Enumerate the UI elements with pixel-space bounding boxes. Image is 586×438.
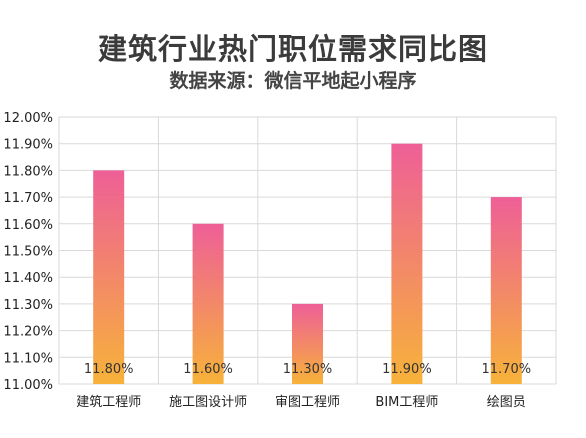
- y-tick-label: 12.00%: [3, 111, 53, 126]
- chart-title: 建筑行业热门职位需求同比图: [97, 32, 488, 66]
- y-tick-label: 11.50%: [3, 245, 53, 260]
- y-tick-label: 11.60%: [3, 218, 53, 233]
- bar: [490, 197, 522, 384]
- x-tick-label: 绘图员: [487, 395, 526, 410]
- y-tick-label: 11.80%: [3, 164, 53, 179]
- data-label: 11.90%: [382, 362, 432, 377]
- bar: [192, 223, 224, 384]
- bar: [292, 303, 323, 384]
- bar: [391, 143, 423, 384]
- y-tick-label: 11.10%: [3, 351, 53, 366]
- y-tick-label: 11.00%: [3, 378, 53, 393]
- y-tick-label: 11.20%: [3, 325, 53, 340]
- data-label: 11.80%: [84, 362, 134, 377]
- x-tick-label: 建筑工程师: [76, 394, 141, 410]
- x-tick-label: 审图工程师: [275, 395, 340, 410]
- x-tick-label: 施工图设计师: [169, 395, 247, 410]
- y-tick-label: 11.40%: [3, 271, 53, 286]
- y-tick-label: 11.70%: [3, 191, 53, 206]
- y-tick-label: 11.90%: [3, 138, 53, 153]
- y-tick-label: 11.30%: [3, 298, 53, 313]
- chart-subtitle: 数据来源：微信平地起小程序: [169, 70, 417, 92]
- data-label: 11.70%: [482, 362, 532, 377]
- bar: [93, 170, 125, 384]
- x-tick-label: BIM工程师: [375, 395, 438, 410]
- data-label: 11.60%: [183, 362, 233, 377]
- data-label: 11.30%: [283, 362, 333, 377]
